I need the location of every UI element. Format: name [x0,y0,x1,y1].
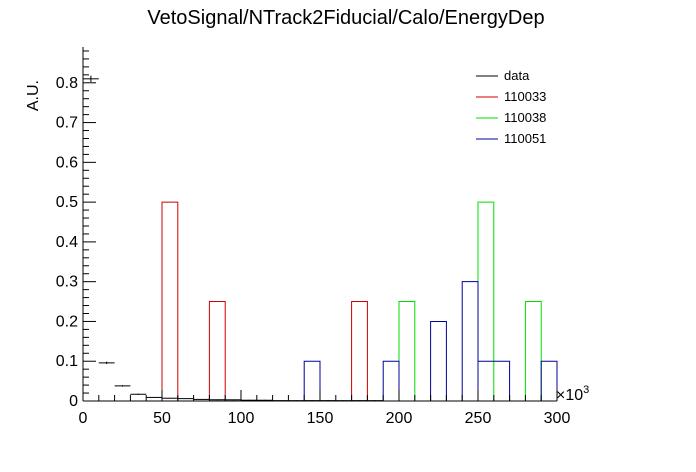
legend-label-110051: 110051 [504,131,546,146]
bar-110033-0 [161,201,179,401]
chart-title: VetoSignal/NTrack2Fiducial/Calo/EnergyDe… [147,7,544,29]
bar-110051-4 [477,360,511,401]
bar-110033-2 [351,301,368,401]
legend-label-110038: 110038 [504,110,546,125]
y-tick-label-5: 0.5 [56,194,78,211]
y-tick-label-1: 0.1 [56,353,78,370]
legend: data 110033 110038 110051 [476,68,546,146]
y-tick-label-0: 0 [69,393,78,410]
bar-110051-0 [303,360,321,401]
plot-area [83,75,558,402]
bar-110038-2 [524,301,542,401]
bar-110051-5 [540,360,558,401]
x-tick-label-1: 50 [153,410,171,427]
y-tick-label-7: 0.7 [56,115,78,132]
bar-110033-1 [208,301,226,401]
x-tick-label-3: 150 [307,410,334,427]
legend-label-data: data [504,68,530,83]
x-axis-ticks: 0 50 100 150 200 250 300 [79,390,571,427]
data-point-9 [225,399,241,401]
y-tick-label-8: 0.8 [56,75,78,92]
y-axis-label: A.U. [25,80,42,111]
bar-110051-1 [382,360,400,401]
y-tick-label-4: 0.4 [56,234,78,251]
y-tick-label-3: 0.3 [56,274,78,291]
legend-entry-110051: 110051 [476,131,546,146]
data-point-8 [209,399,226,401]
data-point-7 [193,398,210,400]
x-tick-label-2: 100 [228,410,255,427]
legend-entry-110038: 110038 [476,110,546,125]
x-tick-label-0: 0 [79,410,88,427]
x-axis-exponent: ×103 [556,384,589,404]
data-point-0 [83,75,99,83]
y-tick-label-2: 0.2 [56,313,78,330]
x-axis-exponent-power: 3 [583,384,589,396]
legend-label-110033: 110033 [504,89,546,104]
x-tick-label-5: 250 [465,410,492,427]
y-tick-label-6: 0.6 [56,154,78,171]
bar-110038-1 [477,201,495,401]
data-point-4 [146,396,162,398]
x-tick-label-6: 300 [544,410,571,427]
x-axis-exponent-base: ×10 [556,387,583,404]
data-point-5 [162,397,178,399]
bar-110051-2 [430,320,447,401]
bar-110038-0 [398,301,416,401]
data-point-2 [114,385,131,387]
data-point-6 [177,398,194,400]
bar-110051-3 [461,281,479,401]
legend-entry-data: data [476,68,530,83]
axes [82,47,557,402]
data-point-1 [98,361,115,365]
data-point-11 [256,399,273,401]
x-tick-label-4: 200 [386,410,413,427]
y-axis-ticks: 0 0.1 0.2 0.3 0.4 0.5 0.6 0.7 0.8 [56,50,96,410]
legend-entry-110033: 110033 [476,89,546,104]
data-point-3 [130,393,147,395]
data-point-10 [241,399,257,401]
